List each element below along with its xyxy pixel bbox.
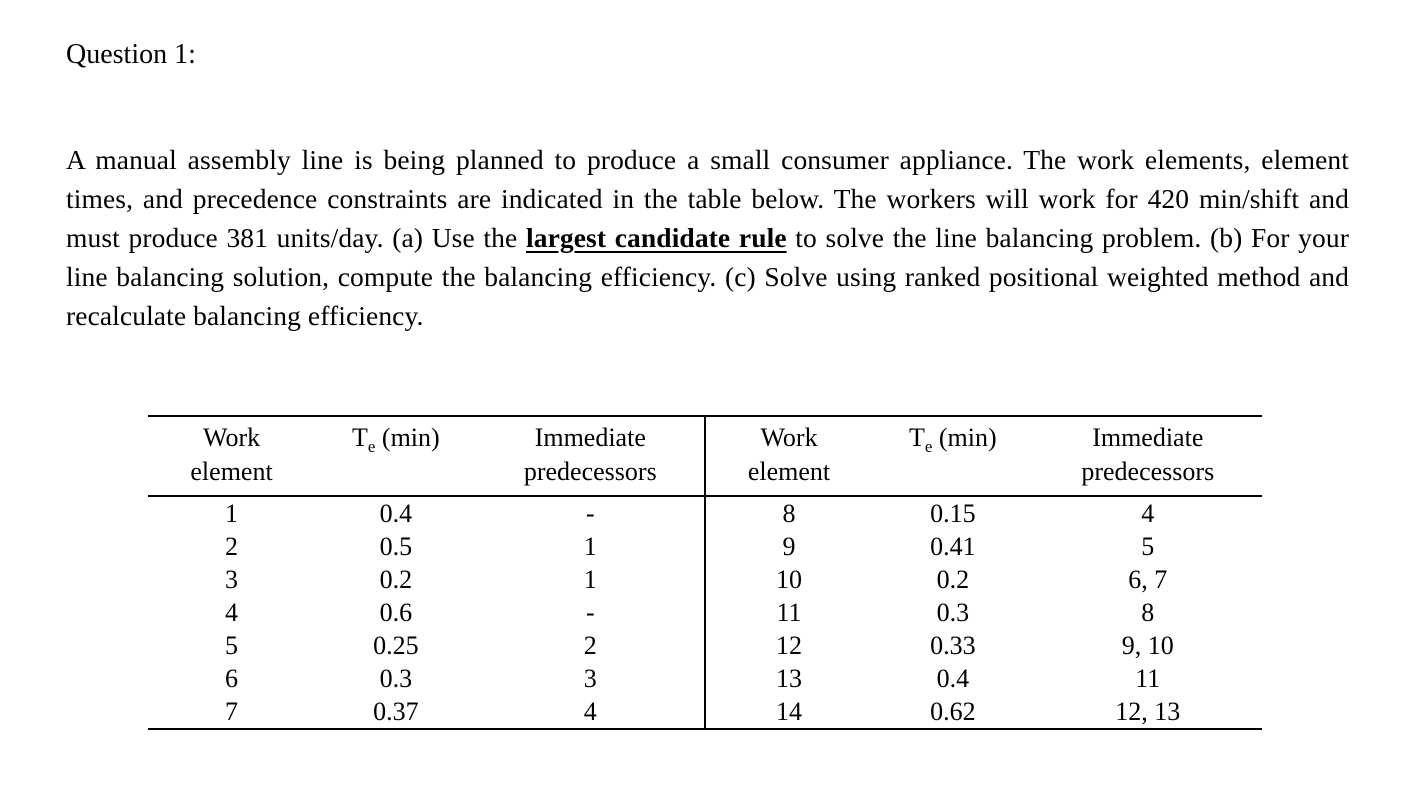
table-cell: 10 [776,564,803,594]
table-cell: 12, 13 [1115,696,1181,726]
table-cell: 0.5 [379,531,413,561]
table-cell: 14 [776,696,803,726]
table-row: 5 0.25 2 12 0.33 9, 10 [148,628,1262,662]
table-cell: 11 [1135,663,1161,693]
header-immediate-line1: Immediate [534,422,646,452]
work-elements-table: Work element Te (min) Immediate predeces… [148,414,1262,730]
table-row: 2 0.5 1 9 0.41 5 [148,529,1262,563]
table-cell: 0.33 [930,630,976,660]
header-te-right: Te (min) [872,415,1034,497]
table-header: Work element Te (min) Immediate predeces… [148,415,1262,497]
header-work-element-left: Work element [148,415,316,497]
paragraph-text-before: A manual assembly line is being planned … [66,143,1349,253]
table-cell: 0.4 [936,663,970,693]
table-cell: 0.15 [930,498,976,528]
header-work-line1: Work [760,422,818,452]
document-page: Question 1: A manual assembly line is be… [66,38,1349,730]
table-row: 4 0.6 - 11 0.3 8 [148,595,1262,629]
header-work-line2: element [190,456,273,486]
table-cell: 0.41 [930,531,976,561]
table-cell: 6 [225,663,239,693]
table-cell: 8 [1141,597,1155,627]
header-work-line2: element [747,456,831,486]
header-te-prefix: T [908,422,925,452]
header-te-sub: e [367,436,376,456]
table-row: 6 0.3 3 13 0.4 11 [148,661,1262,695]
table-row: 7 0.37 4 14 0.62 12, 13 [148,694,1262,729]
table-cell: 8 [782,498,796,528]
header-work-line1: Work [202,422,261,452]
table-cell: 5 [225,630,239,660]
table-cell: 0.4 [379,498,413,528]
table-cell: 0.3 [379,663,413,693]
table-cell: 2 [476,628,706,662]
table-cell: 4 [1141,498,1155,528]
header-immediate-left: Immediate predecessors [476,415,706,497]
table-cell: 7 [225,696,239,726]
table-cell: 4 [225,597,239,627]
header-te-suffix: (min) [932,422,997,452]
table-cell: 1 [476,562,706,596]
table-cell: 13 [776,663,803,693]
table-cell: 11 [776,597,802,627]
table-cell: 6, 7 [1128,564,1168,594]
table-cell: - [476,495,706,530]
table-cell: 0.25 [373,630,419,660]
table-cell: 12 [776,630,803,660]
paragraph-emphasis-largest-candidate-rule: largest candidate rule [525,221,787,253]
header-immediate-line2: predecessors [523,456,657,486]
header-immediate-right: Immediate predecessors [1033,415,1262,497]
table-row: 3 0.2 1 10 0.2 6, 7 [148,562,1262,596]
table-header-row: Work element Te (min) Immediate predeces… [148,415,1262,497]
header-immediate-line1: Immediate [1092,422,1204,452]
table-row: 1 0.4 - 8 0.15 4 [148,495,1262,530]
header-te-left: Te (min) [315,415,477,497]
header-te-sub: e [924,436,933,456]
table-cell: 3 [225,564,239,594]
table-cell: 4 [476,694,706,729]
header-immediate-line2: predecessors [1081,456,1215,486]
question-title: Question 1: [66,39,196,70]
table-cell: 1 [476,529,706,563]
header-work-element-right: Work element [704,415,873,497]
table-cell: 0.2 [936,564,970,594]
header-te-suffix: (min) [375,422,440,452]
header-te-prefix: T [352,422,368,452]
table-cell: 2 [225,531,239,561]
table-cell: - [476,595,706,629]
table-cell: 0.2 [379,564,413,594]
table-cell: 1 [225,498,239,528]
table-cell: 0.6 [379,597,413,627]
table-cell: 9 [782,531,796,561]
paragraph-text-after: to solve the line balancing problem. (b)… [66,221,1349,331]
table-cell: 0.37 [373,696,419,726]
table-cell: 5 [1141,531,1155,561]
table-cell: 3 [476,661,706,695]
table-cell: 0.3 [936,597,970,627]
table-cell: 9, 10 [1121,630,1174,660]
table-body: 1 0.4 - 8 0.15 4 2 0.5 1 9 0.41 5 3 0.2 … [148,495,1262,729]
table-cell: 0.62 [930,696,976,726]
question-paragraph: A manual assembly line is being planned … [66,140,1349,335]
